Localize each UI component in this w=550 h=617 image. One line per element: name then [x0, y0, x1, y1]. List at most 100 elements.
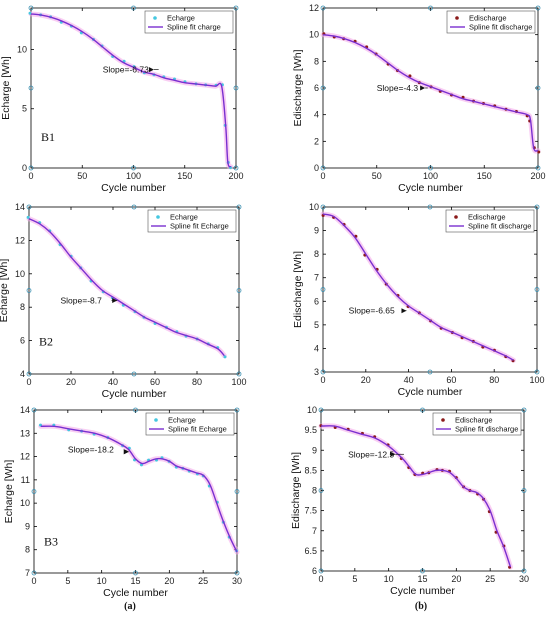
y-axis-label: Edischarge [Wh]	[292, 49, 304, 126]
x-tick-label: 0	[318, 574, 323, 584]
plot-area	[33, 409, 238, 574]
plot-area	[322, 206, 538, 373]
spline-fit-line	[322, 213, 514, 361]
x-axis-label: Cycle number	[103, 587, 168, 599]
frame-marker	[234, 407, 240, 413]
y-tick-label: 10	[15, 269, 25, 279]
legend-label: Edischarge	[455, 416, 493, 425]
frame-marker	[236, 288, 242, 293]
column-label-a: (a)	[124, 601, 136, 612]
y-tick-label: 5	[314, 320, 319, 330]
y-tick-label: 12	[20, 452, 30, 462]
y-axis-label: Echarge [Wh]	[0, 56, 12, 120]
frame-marker	[534, 204, 540, 210]
frame-marker	[320, 369, 326, 375]
x-tick-label: 5	[65, 576, 70, 586]
x-axis-label: Cycle number	[390, 585, 455, 597]
frame-marker	[318, 568, 324, 574]
frame-marker	[234, 570, 240, 576]
plot-area	[28, 206, 240, 375]
x-tick-label: 10	[384, 574, 394, 584]
spline-fit-line	[320, 425, 512, 568]
x-tick-label: 50	[372, 171, 382, 181]
y-tick-label: 8.5	[304, 465, 317, 475]
legend-box	[446, 10, 536, 34]
legend-label: Echarge	[167, 14, 195, 23]
x-tick-label: 100	[231, 377, 246, 387]
y-tick-label: 7	[25, 568, 30, 578]
y-tick-label: 9.5	[304, 425, 317, 435]
y-tick-label: 10	[309, 30, 319, 40]
legend-label: Spline fit discharge	[468, 222, 531, 231]
frame-marker	[133, 570, 138, 576]
arrow-head	[149, 67, 154, 73]
y-tick-label: 14	[15, 202, 25, 212]
legend-label: Spline fit discharge	[469, 23, 532, 32]
x-tick-label: 100	[126, 171, 141, 181]
legend-label: Spline fit discharge	[455, 425, 518, 434]
frame-marker	[131, 165, 136, 171]
legend-label: Spline fit charge	[167, 23, 221, 32]
chart-panel-1: 0 50 100 150 200 0 5 10 Cycle number Echarge [Wh]…	[0, 5, 244, 194]
x-tick-label: 30	[519, 574, 529, 584]
legend-label: Spline fit Echarge	[168, 425, 227, 434]
arrow-head	[112, 298, 118, 304]
frame-marker	[318, 407, 324, 413]
data-point	[223, 355, 227, 359]
frame-marker	[236, 204, 242, 210]
x-tick-label: 0	[26, 377, 31, 387]
legend-marker	[153, 16, 157, 20]
spline-fit-line	[30, 13, 232, 168]
y-tick-label: 7	[314, 273, 319, 283]
x-tick-label: 15	[417, 574, 427, 584]
x-tick-label: 150	[177, 171, 192, 181]
frame-marker	[31, 407, 37, 413]
frame-marker	[427, 204, 433, 210]
x-tick-label: 20	[164, 576, 174, 586]
frame-marker	[131, 5, 136, 11]
frame-marker	[28, 85, 34, 91]
x-tick-label: 20	[66, 377, 76, 387]
x-axis-label: Cycle number	[398, 386, 463, 398]
slope-annotation: Slope=-6.65	[349, 306, 395, 316]
panel-tag: B3	[44, 534, 58, 548]
x-tick-label: 25	[198, 576, 208, 586]
frame-marker	[26, 288, 32, 293]
frame-marker	[535, 165, 541, 171]
frame-marker	[535, 85, 541, 91]
y-tick-label: 6	[314, 83, 319, 93]
x-tick-label: 80	[489, 375, 499, 385]
x-tick-label: 100	[529, 375, 544, 385]
chart-panel-4: 0 20 40 60 80 100 3 4 5 6 7 8 9 10 Cycle number Edischa…	[292, 202, 545, 398]
y-tick-label: 8	[314, 56, 319, 66]
legend-label: Echarge	[168, 416, 196, 425]
y-axis-label: Echarge [Wh]	[3, 460, 15, 524]
y-tick-label: 6.5	[304, 546, 317, 556]
y-axis-label: Echarge [Wh]	[0, 259, 10, 323]
x-tick-label: 40	[108, 377, 118, 387]
y-tick-label: 6	[20, 336, 25, 346]
chart-panel-3: 0 20 40 60 80 100 4 6 8 10 12 14 Cycle number Echarge…	[0, 202, 247, 400]
y-tick-label: 6	[312, 566, 317, 576]
legend-marker	[454, 215, 458, 219]
x-tick-label: 80	[192, 377, 202, 387]
x-tick-label: 40	[404, 375, 414, 385]
legend-marker	[455, 16, 459, 20]
slope-annotation: Slope=-8.7	[61, 296, 103, 306]
y-axis-label: Edischarge [Wh]	[290, 452, 302, 529]
x-tick-label: 100	[423, 171, 438, 181]
data-point	[408, 74, 412, 78]
frame-marker	[420, 568, 425, 574]
y-tick-label: 8	[25, 545, 30, 555]
y-tick-label: 7.5	[304, 506, 317, 516]
x-tick-label: 25	[485, 574, 495, 584]
x-tick-label: 0	[320, 375, 325, 385]
legend-box	[147, 209, 237, 233]
frame-marker	[320, 204, 326, 210]
frame-marker	[521, 568, 527, 574]
spline-fit-line	[322, 33, 539, 152]
frame-marker	[233, 85, 239, 91]
